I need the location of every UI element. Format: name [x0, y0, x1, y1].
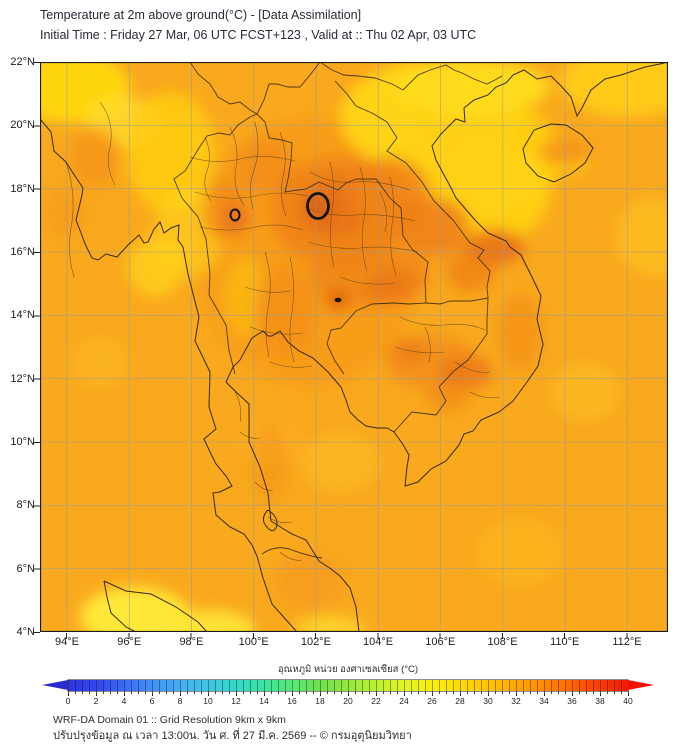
map-title: Temperature at 2m above ground(°C) - [Da… — [40, 8, 362, 22]
colorbar-tick-label: 28 — [455, 696, 465, 706]
temperature-map — [40, 62, 668, 632]
map-subtitle: Initial Time : Friday 27 Mar, 06 UTC FCS… — [40, 28, 477, 42]
colorbar-tick-label: 26 — [427, 696, 437, 706]
map-frame — [40, 62, 668, 632]
temperature-field — [40, 62, 668, 632]
colorbar-tick-label: 0 — [65, 696, 71, 706]
temperature-map-svg — [40, 62, 668, 632]
colorbar-tick-label: 40 — [623, 696, 633, 706]
lat-tick-label: 16°N — [10, 245, 35, 258]
lon-tick-label: 108°E — [487, 636, 518, 648]
colorbar-tick-label: 16 — [287, 696, 297, 706]
domain-info: WRF-DA Domain 01 :: Grid Resolution 9km … — [53, 714, 286, 726]
grid-lines — [40, 62, 668, 632]
colorbar-tick-label: 12 — [231, 696, 241, 706]
lon-tick-label: 112°E — [612, 636, 642, 648]
lat-tick-label: 6°N — [16, 562, 35, 575]
update-info-thai: ปรับปรุงข้อมูล ณ เวลา 13:00น. วัน ศ. ที่… — [53, 730, 412, 742]
colorbar-tick-label: 38 — [595, 696, 605, 706]
colorbar-gradient — [68, 680, 628, 691]
colorbar-tick-label: 34 — [539, 696, 549, 706]
colorbar-tick-label: 14 — [259, 696, 269, 706]
province-boundaries — [65, 101, 501, 561]
title-block: Temperature at 2m above ground(°C) - [Da… — [40, 5, 476, 45]
country-borders — [173, 62, 503, 559]
lon-tick-label: 96°E — [117, 636, 142, 648]
lon-tick-label: 104°E — [363, 636, 394, 648]
lon-tick-label: 102°E — [300, 636, 331, 648]
colorbar-tick-label: 22 — [371, 696, 381, 706]
lat-tick-label: 14°N — [10, 309, 35, 322]
colorbar-under-arrow — [42, 680, 68, 690]
latitude-axis: 22°N 20°N 18°N 16°N 14°N 12°N 10°N 8°N 6°N 4°N — [0, 55, 35, 639]
lat-tick-label: 4°N — [16, 625, 35, 638]
lat-tick-label: 18°N — [10, 182, 35, 195]
colorbar-tick-label: 24 — [399, 696, 409, 706]
colorbar-title: อุณหภูมิ หน่วย องศาเซลเซียส (°C) — [277, 664, 419, 675]
colorbar-tick-label: 30 — [483, 696, 493, 706]
lat-tick-label: 10°N — [10, 435, 35, 448]
colorbar-tick-label: 32 — [511, 696, 521, 706]
latitude-tick-marks — [34, 62, 40, 633]
colorbar-minor-ticks — [68, 691, 629, 694]
footer: WRF-DA Domain 01 :: Grid Resolution 9km … — [53, 712, 412, 745]
colorbar-tick-label: 4 — [121, 696, 127, 706]
longitude-tick-marks — [66, 633, 629, 639]
colorbar-tick-label: 18 — [315, 696, 325, 706]
longitude-axis: 94°E 96°E 98°E 100°E 102°E 104°E 106°E 108°E 110… — [50, 636, 644, 648]
lon-tick-label: 94°E — [55, 636, 79, 648]
colorbar-tick-label: 6 — [149, 696, 155, 706]
colorbar-tick-label: 2 — [93, 696, 99, 706]
coastlines — [40, 62, 668, 632]
hot-contours — [229, 192, 342, 303]
colorbar-tick-label: 10 — [203, 696, 213, 706]
lat-tick-label: 12°N — [10, 372, 35, 385]
colorbar-over-arrow — [628, 680, 654, 690]
lon-tick-label: 100°E — [238, 636, 269, 648]
colorbar-tick-label: 8 — [177, 696, 183, 706]
colorbar-tick-label: 20 — [343, 696, 353, 706]
lon-tick-label: 110°E — [550, 636, 580, 648]
lon-tick-label: 98°E — [179, 636, 204, 648]
colorbar-labels: 0 2 4 6 8 10 12 14 16 18 20 22 24 26 28 30 32 34 36 38 40 — [58, 696, 638, 706]
colorbar-tick-label: 36 — [567, 696, 577, 706]
lon-tick-label: 106°E — [425, 636, 456, 648]
lat-tick-label: 20°N — [10, 119, 35, 132]
lat-tick-label: 8°N — [16, 499, 35, 512]
lat-tick-label: 22°N — [10, 56, 35, 68]
